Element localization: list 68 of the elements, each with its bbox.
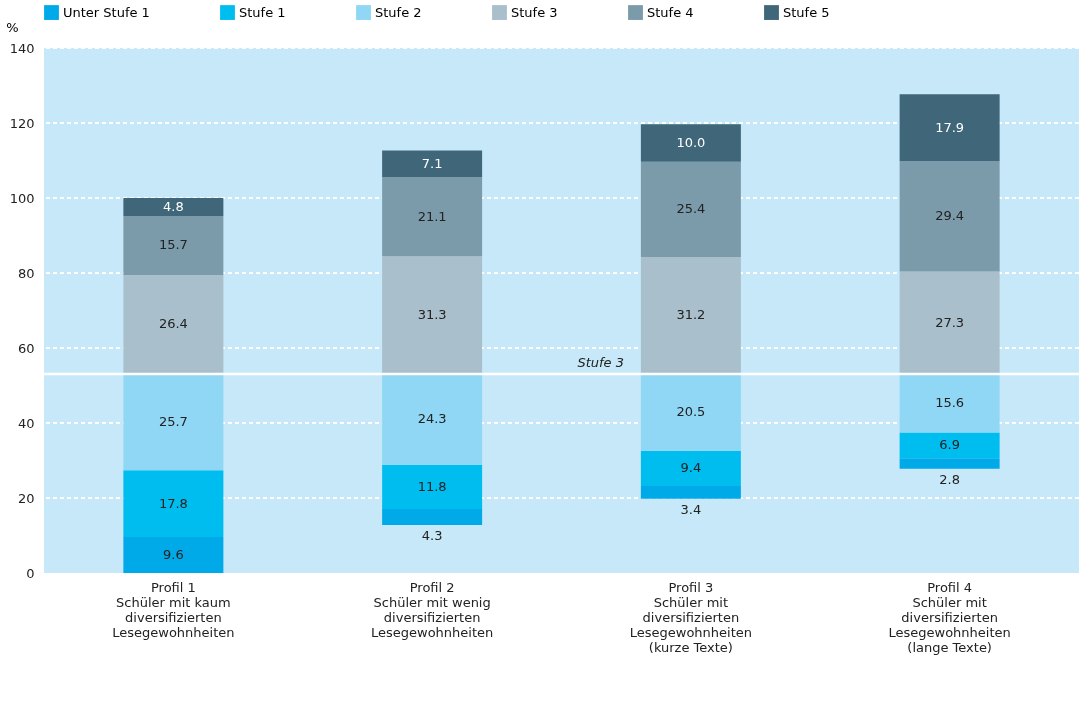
data-label: 31.2 (676, 307, 706, 323)
data-label: 4.8 (163, 199, 184, 214)
data-label: 29.4 (935, 208, 965, 224)
bar (899, 432, 1000, 459)
y-tick-label: 120 (9, 115, 35, 131)
data-label: 3.4 (680, 502, 702, 517)
data-label: 27.3 (935, 314, 965, 330)
ref-line-label: Stufe 3 (577, 354, 624, 370)
data-label: 6.9 (939, 437, 960, 453)
data-label: 11.8 (417, 478, 447, 494)
data-label: 25.4 (676, 201, 706, 217)
bar (382, 177, 483, 257)
legend-label: Stufe 5 (783, 4, 830, 20)
data-label: 9.6 (163, 547, 184, 562)
y-tick-label: 100 (9, 190, 35, 206)
bar (123, 373, 224, 471)
data-label: 9.4 (680, 460, 702, 476)
y-tick-label: 20 (17, 490, 35, 506)
bar (899, 94, 1000, 162)
data-label: 20.5 (676, 404, 706, 420)
data-label: 17.8 (158, 495, 188, 511)
bar (640, 450, 741, 486)
data-label: 2.8 (939, 472, 960, 487)
data-label: 31.3 (417, 306, 447, 322)
data-label: 25.7 (158, 414, 188, 430)
bar (899, 373, 1000, 433)
data-label: 15.7 (158, 237, 188, 253)
bar (123, 470, 224, 537)
bar (640, 256, 741, 374)
bar (899, 458, 1000, 469)
data-label: 21.1 (417, 208, 447, 224)
legend-label: Unter Stufe 1 (63, 4, 150, 20)
bar (382, 508, 483, 525)
data-label: 26.4 (158, 316, 188, 332)
bar (640, 161, 741, 257)
y-tick-label: 80 (17, 265, 35, 281)
data-label: 24.3 (417, 411, 447, 427)
data-label: 17.9 (935, 119, 965, 135)
x-tick-label: Profil 3 Schüler mit diversifizierten Lesegewohnheiten (kurze Texte) (629, 579, 753, 655)
data-label: 4.3 (421, 528, 443, 544)
y-axis-title: % (6, 19, 19, 35)
y-tick-label: 40 (17, 415, 35, 431)
bar (382, 464, 483, 509)
bar (899, 161, 1000, 272)
x-tick-label: Profil 1 Schüler mit kaum diversifizierten Lesegewohnheiten (112, 579, 235, 640)
data-label: 15.6 (935, 395, 965, 411)
data-label: 10.0 (676, 134, 706, 150)
legend-label: Stufe 4 (647, 4, 694, 20)
data-label: 7.1 (421, 155, 443, 171)
y-tick-label: 0 (26, 565, 35, 581)
y-tick-label: 140 (9, 40, 35, 56)
bar (123, 198, 224, 216)
legend-label: Stufe 3 (511, 4, 558, 20)
legend-label: Stufe 1 (239, 4, 286, 20)
y-tick-label: 60 (17, 340, 35, 356)
bar (899, 271, 1000, 374)
bar (640, 124, 741, 162)
bar (640, 373, 741, 451)
bar (123, 537, 224, 573)
legend-label: Stufe 2 (375, 4, 422, 20)
bar (382, 150, 483, 177)
bar (382, 256, 483, 374)
bar (382, 373, 483, 465)
bar (123, 216, 224, 275)
x-tick-label: Profil 4 Schüler mit diversifizierten Lesegewohnheiten (lange Texte) (888, 579, 1011, 655)
bar (123, 274, 224, 374)
x-tick-label: Profil 2 Schüler mit wenig diversifizierten Lesegewohnheiten (370, 579, 494, 640)
bar (640, 486, 741, 499)
